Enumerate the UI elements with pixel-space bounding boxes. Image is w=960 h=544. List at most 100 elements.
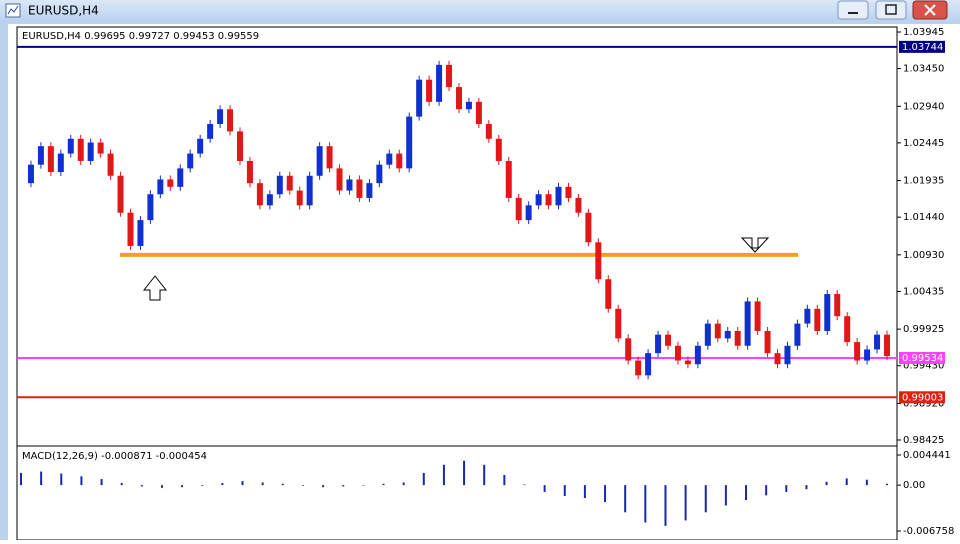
candle-body [326,146,333,169]
candle-body [794,323,801,346]
candle-body [336,168,343,191]
title-bar [0,0,960,22]
candle-body [465,101,472,110]
candle-body [296,190,303,206]
macd-bar [664,485,667,526]
candle-body [874,334,881,350]
candle-body [824,294,831,331]
macd-bar [342,485,345,487]
candle-body [157,179,164,195]
macd-bar [422,472,425,486]
macd-bar [160,485,163,488]
candle-body [555,186,562,206]
candle-body [844,316,851,343]
macd-bar [785,485,788,492]
candle-body [236,131,243,161]
macd-bar [382,483,385,486]
window-icon-glyph [7,5,19,15]
macd-bar [60,473,63,486]
candle-body [37,146,44,165]
candle-body [356,179,363,198]
candle-body [107,153,114,176]
candle-body [774,353,781,365]
candle-body [674,345,681,361]
y-tick-label: 0.99925 [903,324,944,335]
candle-body [884,334,890,357]
candle-body [625,338,632,361]
y-tick-label: 1.03450 [903,64,944,75]
y-tick-label: 1.03945 [903,27,944,38]
up-arrow [142,275,168,301]
candle-body [575,197,582,213]
restore-button[interactable] [875,0,907,20]
chart-canvas [8,24,960,540]
candle-body [246,160,253,184]
candle-body [436,64,443,102]
macd-bar [463,460,466,486]
macd-bar [805,485,808,490]
macd-bar [261,482,264,486]
candle-body [615,308,622,339]
macd-bar [80,476,83,486]
macd-bar [140,485,143,487]
y-tick-label: 1.01440 [903,212,944,223]
level-label: 1.03744 [902,42,943,53]
level-box [899,391,945,404]
chart-header: EURUSD,H4 0.99695 0.99727 0.99453 0.9955… [22,31,259,42]
candle-body [595,242,602,280]
candle-body [724,330,731,339]
macd-bar [604,485,607,503]
candle-body [585,212,592,243]
macd-bar [322,485,325,488]
macd-bar [503,474,506,486]
macd-bar [362,485,365,486]
candle-body [515,197,522,221]
candle-body [485,124,492,139]
candle-body [27,164,34,184]
candle-body [386,153,393,165]
y-tick-label: 0.99430 [903,361,944,372]
candle-body [684,360,691,365]
macd-bar [563,485,566,496]
candle-body [127,212,134,246]
macd-bar [181,485,184,488]
macd-bar [583,485,586,499]
y-tick-label: 1.02445 [903,138,944,149]
y-tick-label: -0.006758 [903,526,954,537]
candle-body [655,334,662,354]
candle-body [47,146,54,173]
candle-body [645,353,652,376]
candle-body [495,138,502,161]
macd-bar [644,485,647,523]
candle-body [376,164,383,184]
y-tick-label: 0.00 [903,480,925,491]
candle-body [97,142,104,154]
candle-body [256,183,263,206]
macd-bar [281,483,284,486]
candle-body [864,349,871,361]
macd-bar [442,464,445,486]
candle-body [187,153,194,169]
candle-body [227,109,234,132]
macd-bar [241,481,244,486]
y-tick-label: 0.98920 [903,398,944,409]
candle-body [446,64,453,88]
candle-body [167,179,174,187]
candle-body [197,138,204,154]
macd-bar [523,484,526,486]
macd-bar [745,485,748,501]
candle-body [665,334,672,346]
y-tick-label: 0.004441 [903,450,951,461]
candle-body [714,323,721,339]
candle-body [784,345,791,365]
minimize-button[interactable] [837,0,869,20]
macd-bar [221,483,224,486]
candle-body [67,138,74,154]
macd-bar [624,485,627,513]
y-tick-label: 1.01935 [903,176,944,187]
macd-bar [704,485,707,513]
candle-body [426,79,433,102]
level-box [899,40,945,53]
candle-body [316,146,323,176]
